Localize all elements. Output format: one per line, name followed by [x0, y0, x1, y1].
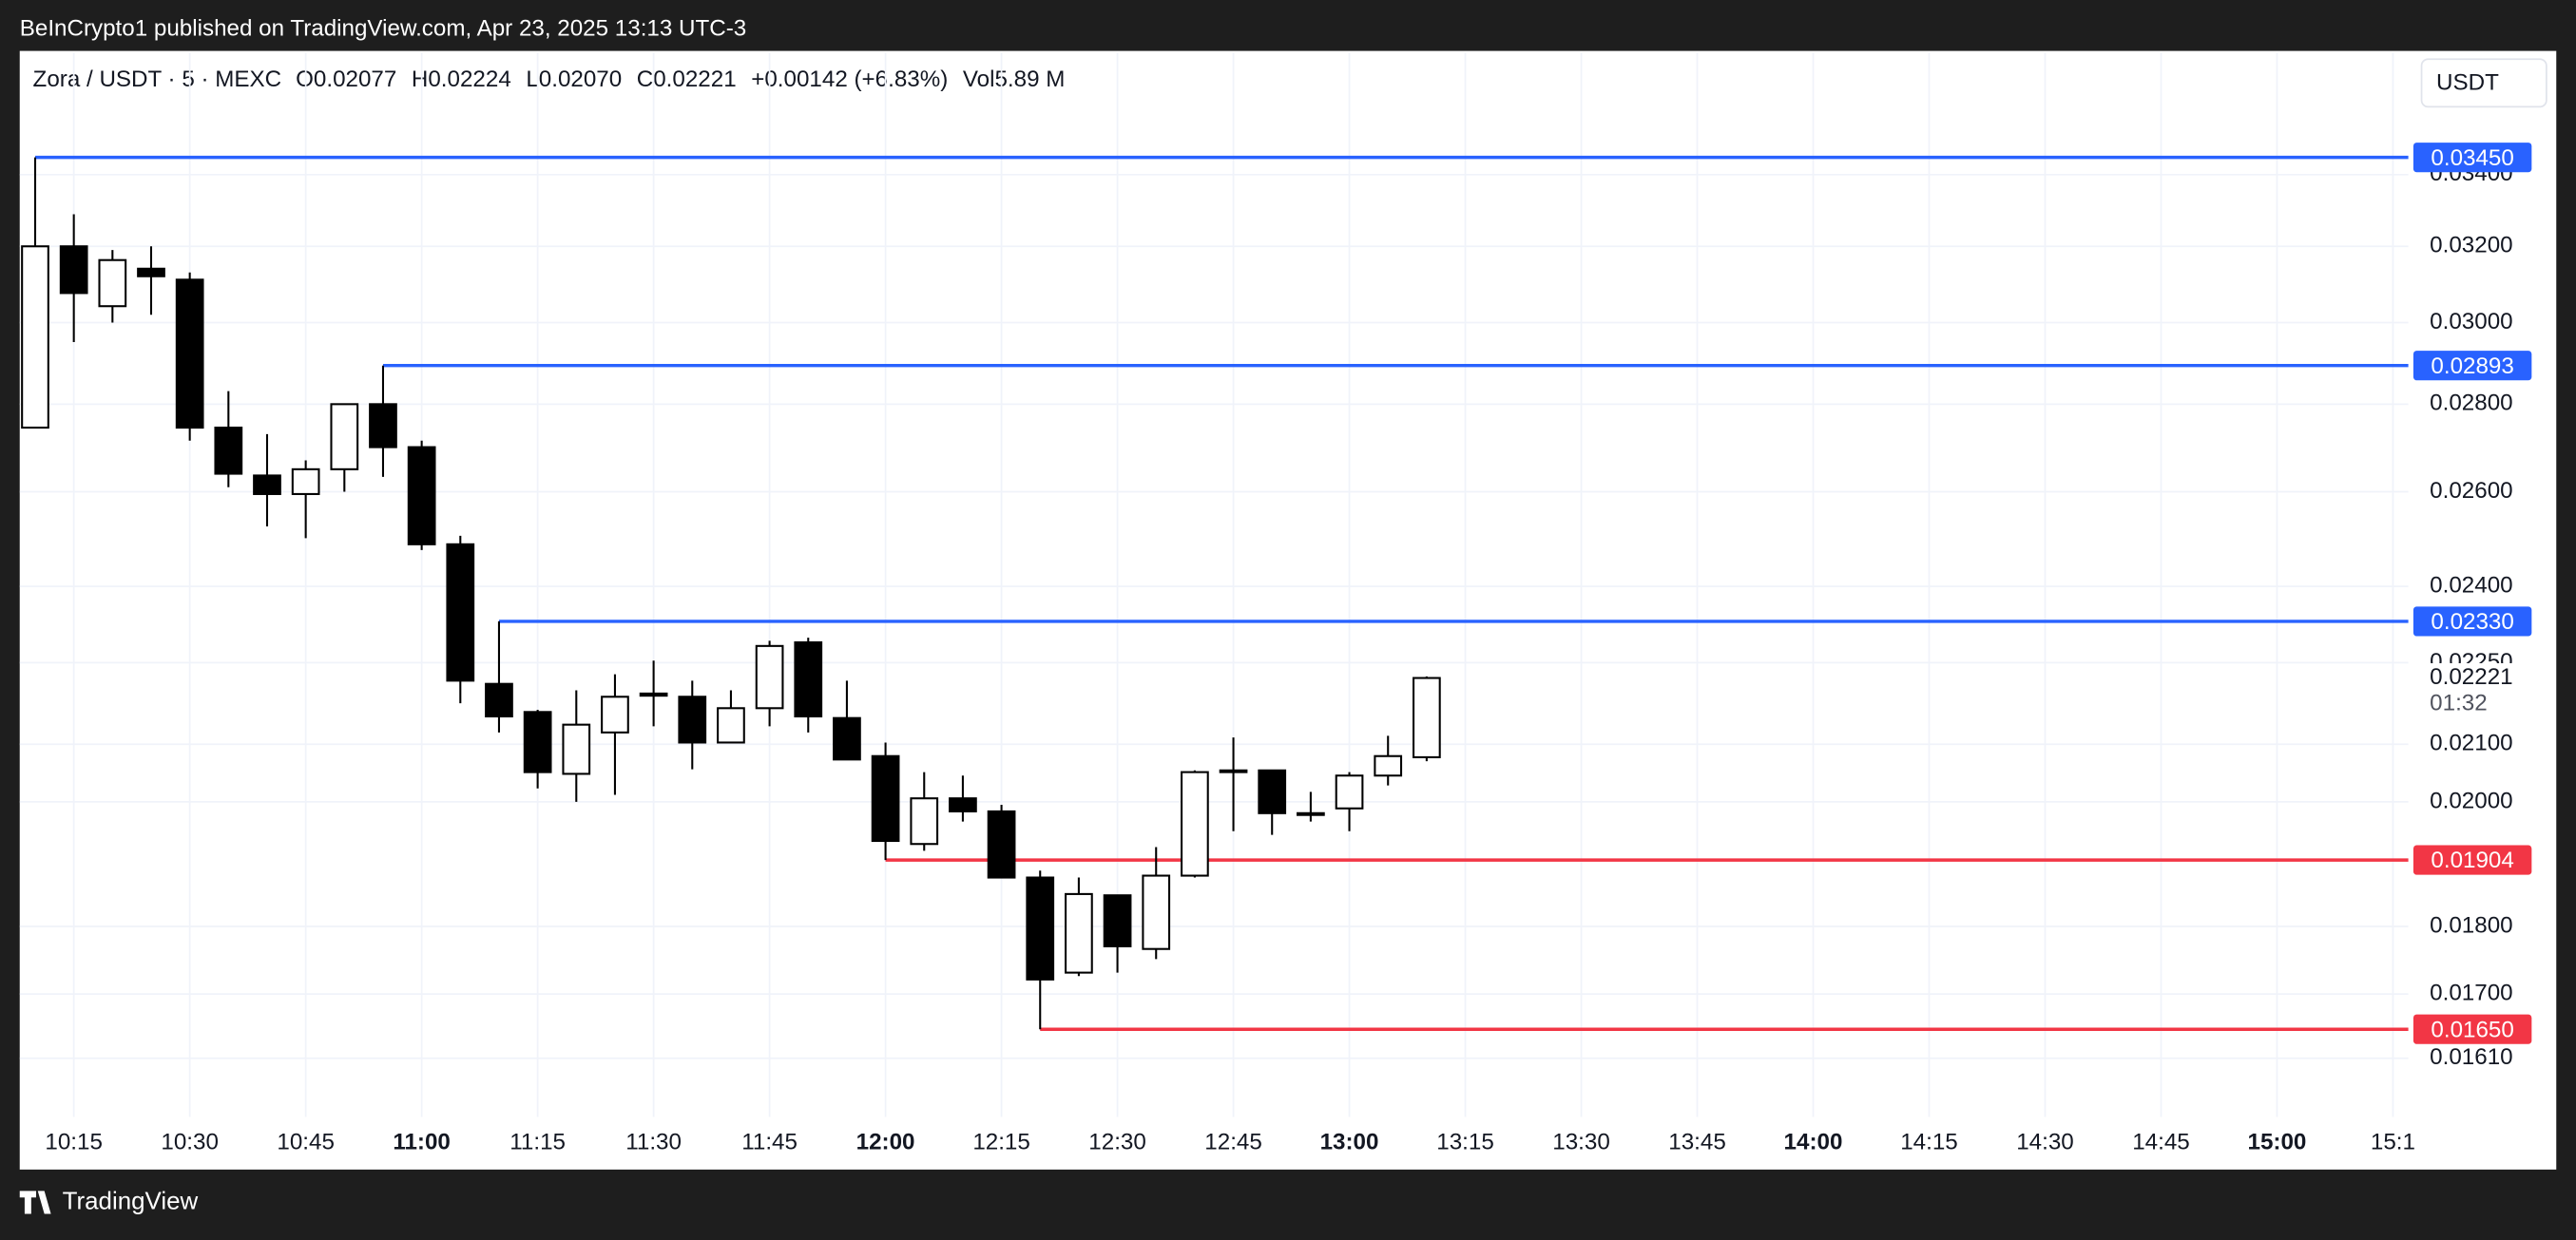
y-tick-label: 0.01700 — [2430, 980, 2512, 1005]
currency-label: USDT — [2436, 70, 2499, 96]
x-tick-label: 14:00 — [1784, 1130, 1843, 1155]
y-tick-label: 0.02100 — [2430, 731, 2512, 756]
header-stat: Vol5.89 M — [963, 67, 1066, 92]
candle-body — [407, 446, 436, 545]
x-tick-label: 13:30 — [1552, 1130, 1610, 1155]
brand-logo — [19, 1191, 51, 1214]
candle-body — [291, 467, 320, 495]
x-tick-label: 14:15 — [1900, 1130, 1958, 1155]
candle-body — [446, 543, 475, 682]
header-stat: C0.02221 — [637, 67, 737, 92]
level-label: 0.02330 — [2431, 609, 2513, 635]
candle-body — [1181, 771, 1209, 877]
candle-body — [214, 426, 243, 475]
x-tick-label: 14:45 — [2132, 1130, 2190, 1155]
y-tick-label: 0.02400 — [2430, 573, 2512, 599]
level-label-box — [2413, 143, 2532, 173]
y-tick-label: 0.02000 — [2430, 788, 2512, 813]
candle-body — [1103, 894, 1132, 947]
chart-panel — [19, 50, 2557, 1170]
candle-body — [794, 640, 823, 717]
x-tick-label: 12:30 — [1088, 1130, 1146, 1155]
x-tick-label: 13:00 — [1320, 1130, 1379, 1155]
y-tick-label: 0.01610 — [2430, 1044, 2512, 1070]
level-label: 0.03450 — [2431, 145, 2513, 171]
candle-body — [1065, 892, 1093, 974]
candle-body — [485, 682, 513, 717]
x-tick-label: 15:00 — [2248, 1130, 2307, 1155]
candle-body — [137, 267, 165, 277]
header-stat: +0.00142 (+6.83%) — [751, 67, 948, 92]
candle-body — [910, 797, 939, 846]
candle-body — [949, 797, 977, 812]
level-label-box — [2413, 1014, 2532, 1044]
candle-body — [175, 278, 204, 429]
candle-body — [717, 707, 745, 744]
candle-body — [1026, 876, 1055, 981]
candle-body — [833, 716, 861, 761]
candle-body — [1258, 769, 1287, 814]
x-tick-label: 14:30 — [2016, 1130, 2074, 1155]
candle-body — [1335, 774, 1364, 810]
x-tick-label: 12:00 — [856, 1130, 915, 1155]
plot-area — [19, 52, 2409, 1117]
y-tick-label: 0.02600 — [2430, 478, 2512, 504]
level-label-box — [2413, 351, 2532, 381]
x-tick-label: 11:00 — [393, 1130, 451, 1155]
candle-body — [1142, 874, 1171, 950]
last-price: 0.02221 — [2430, 664, 2512, 690]
header-stat: H0.02224 — [412, 67, 511, 92]
brand-name: TradingView — [63, 1188, 199, 1214]
candle-body — [639, 692, 668, 697]
last-price-bg — [2413, 662, 2532, 719]
currency-button[interactable] — [2420, 58, 2547, 108]
y-tick-label: 0.03200 — [2430, 233, 2512, 258]
x-tick-label: 11:30 — [625, 1130, 682, 1155]
x-tick-label: 10:45 — [277, 1130, 335, 1155]
level-label: 0.01650 — [2431, 1017, 2513, 1042]
candle-body — [59, 245, 88, 295]
level-label: 0.02893 — [2431, 353, 2513, 379]
countdown: 01:32 — [2430, 691, 2488, 716]
candle-body — [523, 711, 552, 773]
x-tick-label: 15:1 — [2371, 1130, 2415, 1155]
x-tick-label: 10:30 — [161, 1130, 219, 1155]
x-tick-label: 11:15 — [509, 1130, 566, 1155]
candle-body — [1374, 754, 1403, 777]
candle-body — [1219, 769, 1248, 773]
x-tick-label: 12:45 — [1204, 1130, 1262, 1155]
candle-body — [330, 403, 359, 470]
candle-body — [21, 245, 49, 429]
symbol-title: Zora / USDT · 5 · MEXC — [33, 67, 282, 92]
candle-body — [1413, 677, 1441, 758]
level-label-box — [2413, 845, 2532, 875]
candle-body — [562, 723, 591, 775]
header-stat: O0.02077 — [296, 67, 396, 92]
x-tick-label: 10:15 — [45, 1130, 103, 1155]
candle-body — [98, 258, 127, 308]
x-tick-label: 13:15 — [1436, 1130, 1494, 1155]
y-tick-label: 0.03000 — [2430, 309, 2512, 334]
level-label-box — [2413, 606, 2532, 637]
candle-body — [1297, 811, 1325, 816]
header-stat: L0.02070 — [526, 67, 622, 92]
candle-body — [369, 403, 397, 448]
candle-body — [601, 696, 629, 734]
x-tick-label: 12:15 — [972, 1130, 1030, 1155]
level-label: 0.01904 — [2431, 848, 2513, 873]
x-tick-label: 11:45 — [741, 1130, 798, 1155]
y-tick-label: 0.01800 — [2430, 912, 2512, 938]
candle-body — [678, 696, 707, 744]
candle-body — [987, 810, 1016, 879]
candle-body — [253, 474, 281, 495]
published-note: BeInCrypto1 published on TradingView.com… — [20, 16, 747, 42]
candle-body — [871, 754, 900, 843]
y-tick-label: 0.02800 — [2430, 391, 2512, 416]
x-tick-label: 13:45 — [1668, 1130, 1726, 1155]
candle-body — [755, 644, 784, 710]
